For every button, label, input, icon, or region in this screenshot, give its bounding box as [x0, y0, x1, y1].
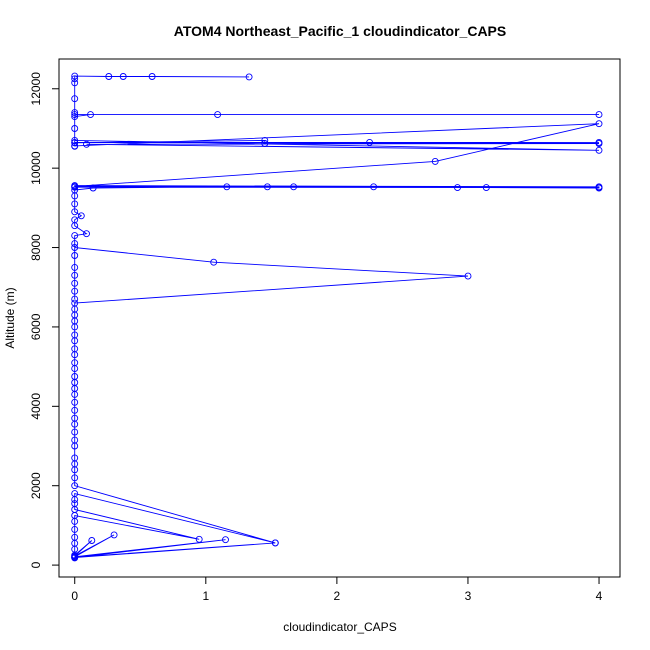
x-axis-label: cloudindicator_CAPS: [283, 620, 396, 634]
data-point-63: [77, 212, 85, 220]
data-point-8: [88, 537, 96, 544]
data-point-58: [71, 240, 79, 248]
data-point-92: [595, 146, 603, 154]
data-point-99: [595, 111, 603, 119]
y-tick-label-2: 4000: [29, 393, 43, 420]
data-point-81: [431, 157, 439, 165]
data-point-65: [71, 200, 79, 208]
y-tick-label-4: 8000: [29, 234, 43, 261]
data-point-85: [261, 136, 269, 144]
data-point-105: [71, 72, 79, 80]
data-point-56: [71, 287, 79, 295]
data-point-60: [83, 230, 90, 238]
data-point-101: [71, 109, 79, 117]
data-point-103: [71, 79, 79, 87]
data-point-107: [119, 73, 127, 80]
data-point-90: [595, 140, 603, 147]
data-point-68: [89, 184, 97, 192]
data-point-50: [210, 258, 218, 266]
data-point-33: [71, 398, 79, 406]
data-point-21: [271, 539, 279, 547]
data-point-74: [482, 184, 490, 192]
data-point-4: [222, 536, 229, 544]
data-point-20: [71, 490, 79, 498]
data-point-91: [83, 140, 90, 148]
data-point-87: [366, 138, 374, 146]
data-point-69: [223, 183, 231, 191]
data-point-13: [71, 525, 79, 533]
data-point-100: [71, 111, 79, 119]
x-tick-label-1: 1: [202, 589, 209, 603]
data-point-22: [71, 482, 79, 490]
data-point-96: [71, 113, 79, 121]
data-point-54: [71, 271, 79, 279]
data-point-59: [71, 232, 79, 240]
data-point-104: [71, 75, 79, 83]
y-tick-label-6: 12000: [29, 72, 43, 106]
y-tick-label-3: 6000: [29, 313, 43, 340]
data-point-86: [261, 140, 269, 147]
data-point-51: [71, 244, 79, 251]
data-point-80: [71, 182, 79, 190]
data-point-41: [71, 345, 79, 353]
data-point-31: [71, 414, 79, 422]
data-point-43: [71, 331, 79, 339]
data-point-82: [595, 120, 603, 128]
data-point-28: [71, 436, 79, 444]
data-point-64: [71, 208, 79, 216]
x-tick-label-3: 3: [465, 589, 472, 603]
y-tick-label-0: 0: [29, 561, 43, 568]
data-point-53: [71, 263, 79, 271]
data-point-97: [87, 111, 94, 119]
data-point-52: [71, 252, 79, 259]
data-point-89: [71, 138, 79, 146]
data-point-29: [71, 428, 79, 436]
data-point-48: [71, 299, 79, 307]
data-point-23: [71, 474, 79, 482]
series-points: [71, 72, 603, 562]
data-point-16: [195, 535, 203, 543]
data-point-72: [370, 183, 378, 191]
x-tick-label-4: 4: [596, 589, 603, 603]
data-point-109: [245, 73, 253, 81]
x-axis: 0 1 2 3 4: [71, 576, 603, 603]
data-point-32: [71, 406, 79, 414]
x-tick-label-2: 2: [334, 589, 341, 603]
chart-title: ATOM4 Northeast_Pacific_1 cloudindicator…: [174, 23, 506, 39]
data-point-98: [214, 111, 222, 119]
data-point-12: [71, 533, 79, 541]
data-point-73: [454, 184, 461, 192]
data-point-26: [71, 454, 79, 462]
data-point-79: [595, 184, 603, 192]
data-point-108: [148, 73, 156, 80]
data-point-67: [71, 186, 79, 194]
data-point-102: [71, 95, 79, 103]
data-point-106: [105, 73, 113, 80]
data-point-94: [71, 142, 79, 150]
data-point-70: [263, 183, 271, 191]
data-point-37: [71, 373, 79, 380]
data-point-62: [71, 216, 79, 224]
y-tick-label-1: 2000: [29, 472, 43, 499]
data-point-71: [290, 183, 298, 191]
x-tick-label-0: 0: [71, 589, 78, 603]
y-tick-label-5: 10000: [29, 151, 43, 185]
data-point-49: [464, 272, 472, 280]
data-point-57: [71, 295, 79, 303]
data-point-39: [71, 359, 79, 367]
data-point-18: [71, 500, 79, 508]
y-axis: 0 2000 4000 6000 8000 10000 12000: [29, 72, 60, 568]
y-axis-label: Altitude (m): [3, 287, 17, 348]
data-point-95: [71, 125, 79, 132]
data-point-55: [71, 279, 79, 287]
data-point-6: [110, 531, 118, 539]
